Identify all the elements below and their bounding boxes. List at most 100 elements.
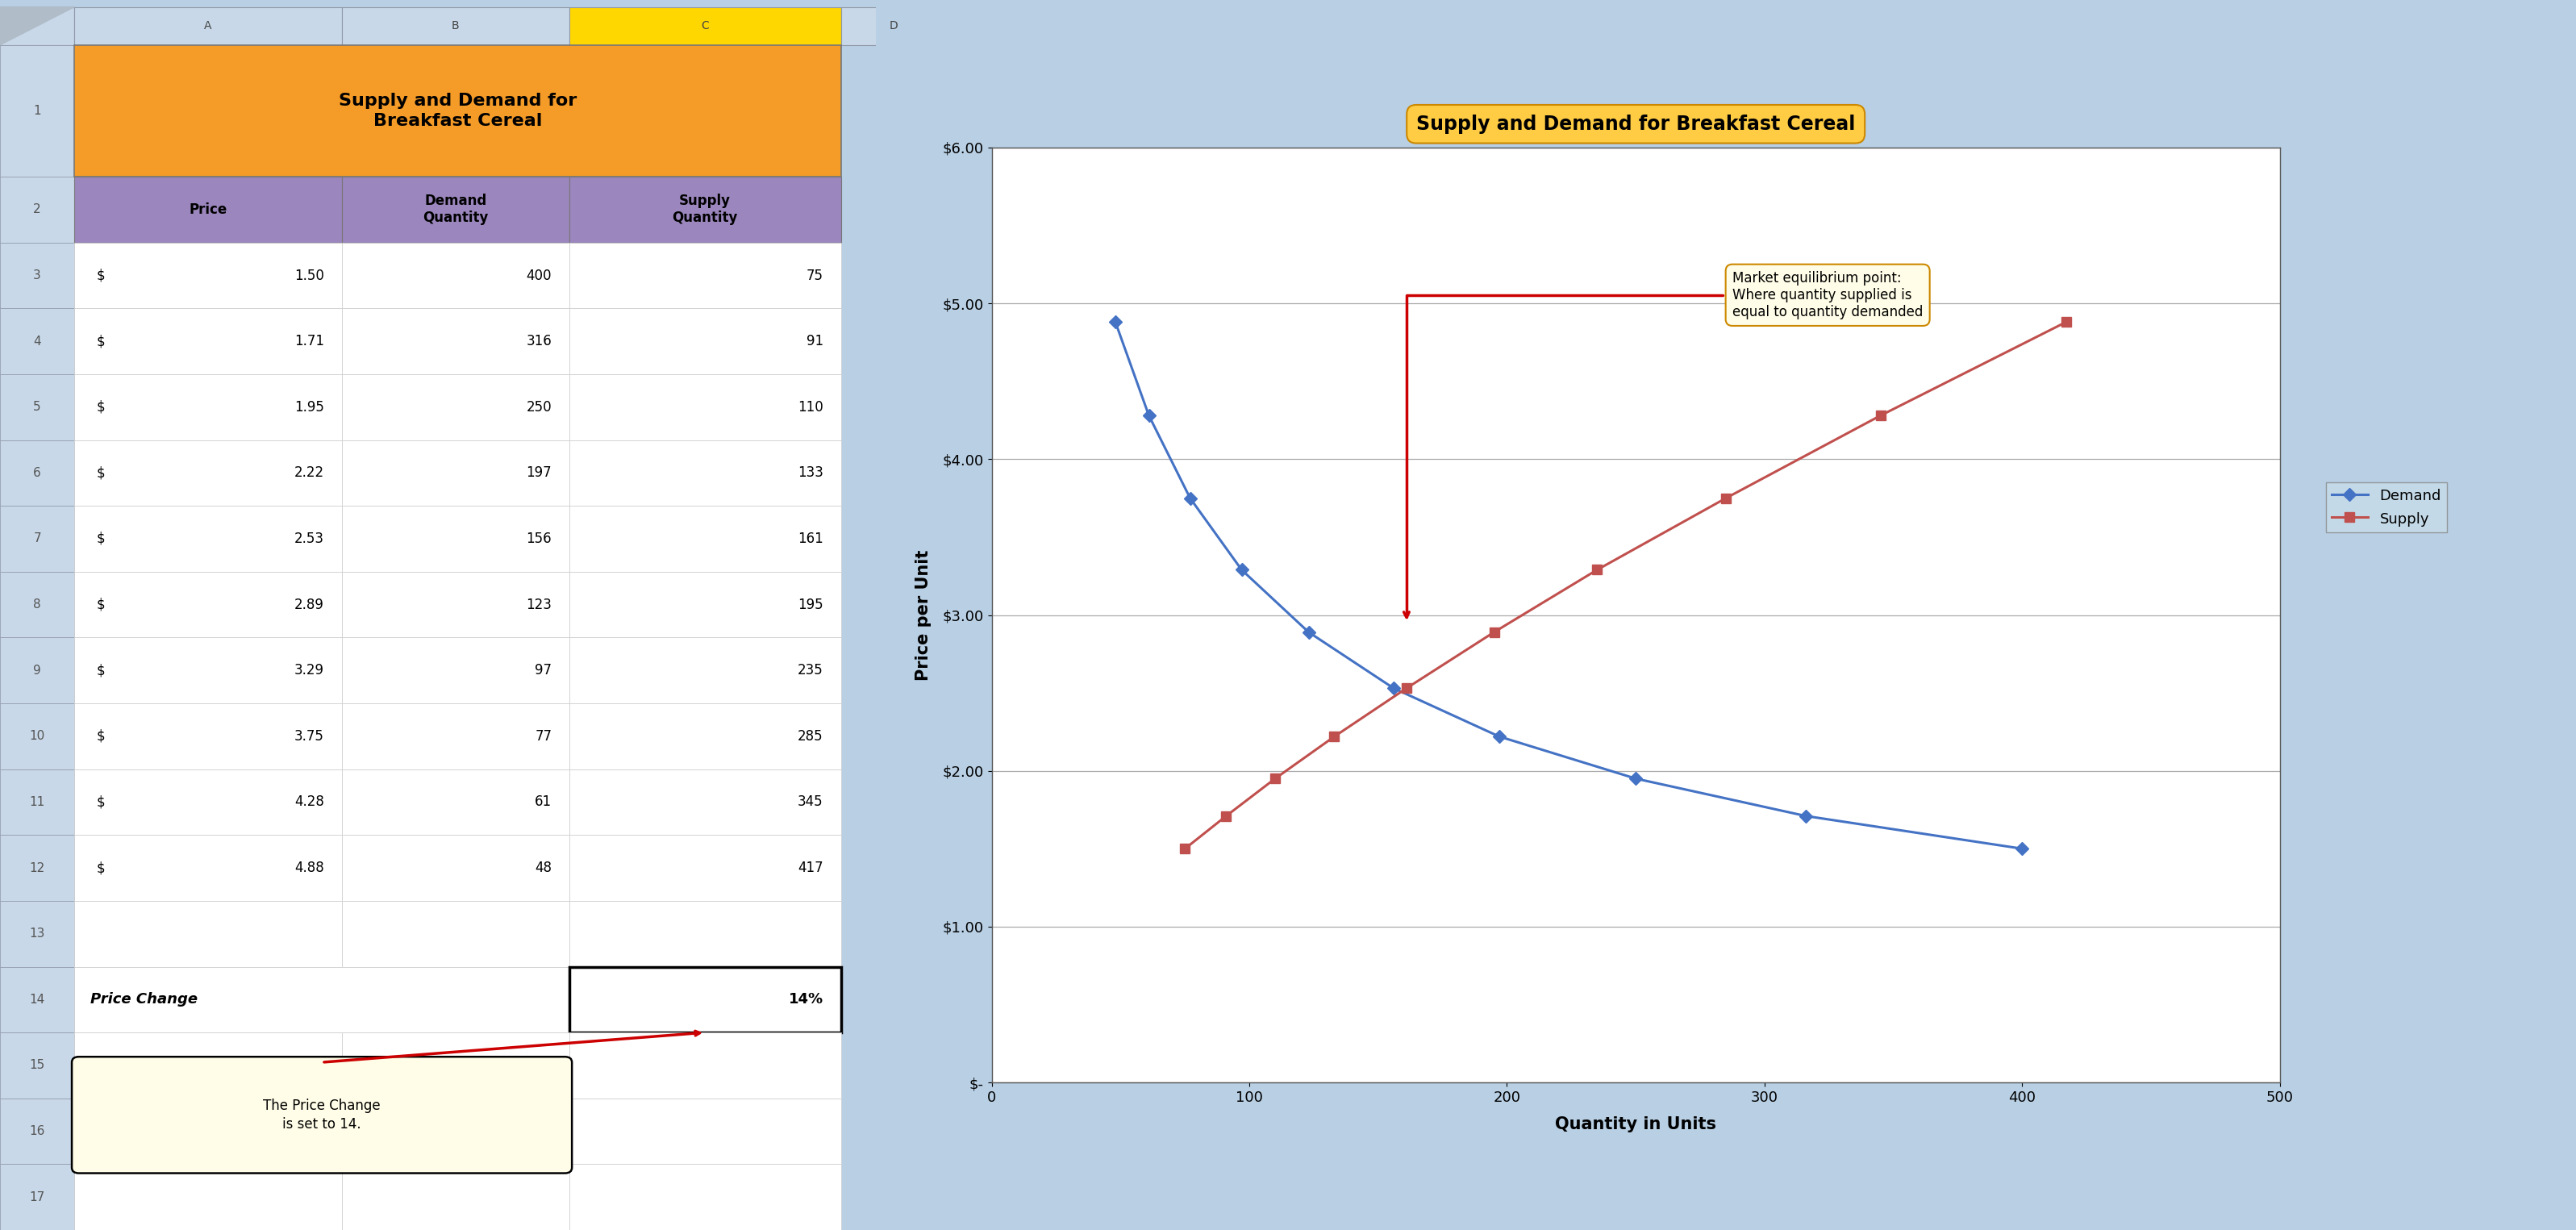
- Text: 11: 11: [28, 796, 44, 808]
- Supply: [1479, 625, 1510, 640]
- Bar: [343, 637, 569, 704]
- Text: 12: 12: [28, 862, 44, 875]
- Supply: [1260, 771, 1291, 786]
- Bar: [343, 309, 569, 374]
- Text: Market equilibrium point:
Where quantity supplied is
equal to quantity demanded: Market equilibrium point: Where quantity…: [1404, 271, 1924, 617]
- Text: 1: 1: [33, 105, 41, 117]
- Demand: [2007, 841, 2038, 856]
- Text: $: $: [95, 729, 106, 743]
- Text: 195: 195: [799, 598, 824, 611]
- Polygon shape: [0, 7, 75, 46]
- Bar: [569, 1164, 840, 1230]
- Bar: [569, 309, 840, 374]
- Text: 3.29: 3.29: [294, 663, 325, 678]
- Bar: [569, 7, 840, 46]
- Text: 4.88: 4.88: [294, 861, 325, 876]
- Bar: [0, 1164, 75, 1230]
- Supply: [1319, 729, 1350, 744]
- Text: 1.71: 1.71: [294, 335, 325, 348]
- Text: 235: 235: [799, 663, 824, 678]
- Text: $: $: [95, 268, 106, 283]
- Bar: [75, 46, 840, 177]
- Bar: [75, 967, 569, 1032]
- Bar: [569, 1032, 840, 1098]
- Text: 316: 316: [526, 335, 551, 348]
- Supply: [1170, 841, 1200, 856]
- Demand: [1620, 771, 1651, 786]
- Bar: [0, 835, 75, 900]
- Text: Price: Price: [188, 203, 227, 216]
- Bar: [75, 1098, 343, 1164]
- Demand: [1100, 315, 1131, 330]
- Text: 123: 123: [526, 598, 551, 611]
- Bar: [75, 242, 343, 309]
- Bar: [75, 704, 343, 769]
- Bar: [569, 177, 840, 242]
- Text: 6: 6: [33, 467, 41, 478]
- Text: $: $: [95, 598, 106, 611]
- Text: 5: 5: [33, 401, 41, 413]
- Line: Supply: Supply: [1180, 317, 2071, 854]
- Bar: [569, 242, 840, 309]
- Text: $: $: [95, 531, 106, 546]
- Bar: [75, 637, 343, 704]
- Bar: [75, 440, 343, 506]
- Text: 10: 10: [28, 731, 44, 743]
- Text: 250: 250: [526, 400, 551, 415]
- Bar: [569, 506, 840, 572]
- Bar: [75, 506, 343, 572]
- Bar: [0, 7, 75, 46]
- Bar: [0, 967, 75, 1032]
- Text: 3.75: 3.75: [294, 729, 325, 743]
- Bar: [0, 506, 75, 572]
- Text: 7: 7: [33, 533, 41, 545]
- Text: 75: 75: [806, 268, 824, 283]
- Bar: [569, 835, 840, 900]
- Text: $: $: [95, 861, 106, 876]
- Bar: [75, 900, 343, 967]
- Text: 77: 77: [536, 729, 551, 743]
- Bar: [0, 637, 75, 704]
- Bar: [840, 7, 945, 46]
- Text: 345: 345: [799, 795, 824, 809]
- Bar: [569, 967, 840, 1032]
- Text: Price Change: Price Change: [90, 993, 198, 1007]
- Text: $: $: [95, 795, 106, 809]
- Bar: [75, 1164, 343, 1230]
- Text: $: $: [95, 335, 106, 348]
- Bar: [569, 572, 840, 637]
- Bar: [343, 7, 569, 46]
- Bar: [343, 1032, 569, 1098]
- Text: 15: 15: [28, 1059, 44, 1071]
- Bar: [75, 177, 343, 242]
- Demand: [1790, 808, 1821, 823]
- Bar: [343, 177, 569, 242]
- Text: Supply and Demand for
Breakfast Cereal: Supply and Demand for Breakfast Cereal: [337, 92, 577, 129]
- Demand: [1293, 625, 1324, 640]
- Text: 9: 9: [33, 664, 41, 676]
- Bar: [0, 1032, 75, 1098]
- Text: $: $: [95, 663, 106, 678]
- Bar: [343, 374, 569, 440]
- Bar: [343, 572, 569, 637]
- Bar: [0, 900, 75, 967]
- X-axis label: Quantity in Units: Quantity in Units: [1556, 1116, 1716, 1132]
- Legend: Demand, Supply: Demand, Supply: [2326, 482, 2447, 533]
- Text: 285: 285: [799, 729, 824, 743]
- Text: 400: 400: [526, 268, 551, 283]
- Bar: [0, 374, 75, 440]
- Text: 8: 8: [33, 599, 41, 610]
- Demand: [1378, 681, 1409, 696]
- Supply: [1582, 562, 1613, 577]
- Text: 3: 3: [33, 269, 41, 282]
- Text: 110: 110: [799, 400, 824, 415]
- Text: 16: 16: [28, 1125, 44, 1138]
- Text: 1.50: 1.50: [294, 268, 325, 283]
- Text: A: A: [204, 21, 211, 32]
- Bar: [75, 572, 343, 637]
- Text: 17: 17: [28, 1191, 44, 1203]
- Bar: [343, 1164, 569, 1230]
- Text: 14: 14: [28, 994, 44, 1006]
- Bar: [75, 835, 343, 900]
- Title: Supply and Demand for Breakfast Cereal: Supply and Demand for Breakfast Cereal: [1417, 114, 1855, 134]
